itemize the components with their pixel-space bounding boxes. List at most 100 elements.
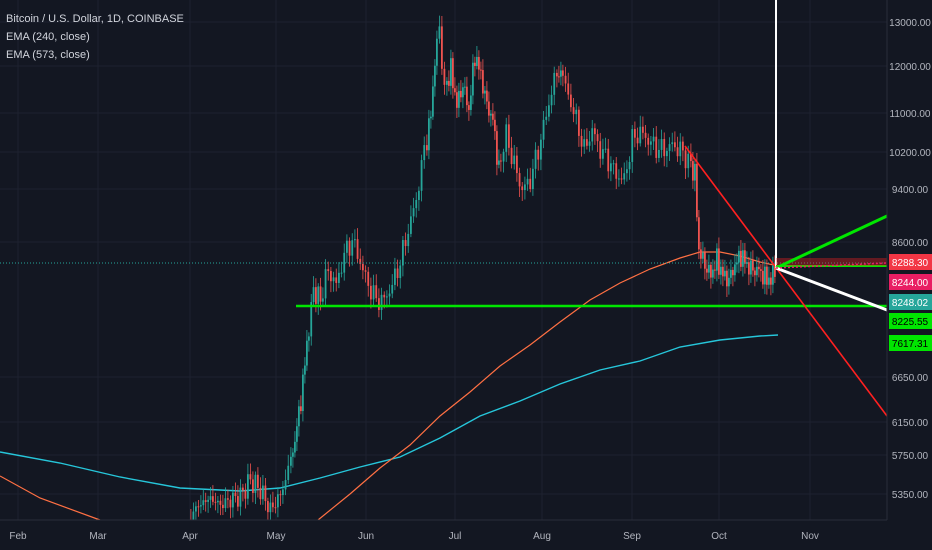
candle-body xyxy=(518,173,521,187)
candle-body xyxy=(432,86,434,117)
candle-body xyxy=(668,144,671,151)
candle-body xyxy=(666,150,668,157)
ema-layer xyxy=(0,251,779,521)
x-tick-label: Sep xyxy=(623,531,641,542)
candle-body xyxy=(494,119,496,132)
candle-body xyxy=(647,137,650,145)
price-label-bg xyxy=(889,313,932,329)
candle-body xyxy=(742,250,744,267)
price-label-bg xyxy=(889,274,932,290)
candle-body xyxy=(766,266,768,285)
candle-body xyxy=(244,490,247,499)
candle-body xyxy=(338,272,340,283)
candle-body xyxy=(359,258,362,264)
candle-body xyxy=(391,284,394,294)
candle-body xyxy=(267,501,269,513)
candle-body xyxy=(591,128,594,142)
candle-body xyxy=(484,90,486,94)
candle-body xyxy=(304,365,306,375)
candle-body xyxy=(420,160,423,191)
candle-body xyxy=(768,277,770,285)
candle-body xyxy=(508,124,510,148)
time-axis[interactable]: Feb Mar Apr May Jun Jul Aug Sep Oct Nov xyxy=(0,519,932,550)
candle-body xyxy=(315,287,317,304)
y-tick-label: 5350.00 xyxy=(892,490,929,501)
candle-body xyxy=(774,265,776,277)
candle-body xyxy=(754,270,756,276)
candle-body xyxy=(222,504,224,509)
candle-body xyxy=(720,266,722,275)
candle-body xyxy=(558,76,560,78)
candle-body xyxy=(262,485,264,500)
candle-body xyxy=(532,168,534,190)
ema-573-line xyxy=(0,334,779,492)
candle-body xyxy=(694,163,696,181)
candle-body xyxy=(572,107,575,115)
y-tick-label: 12000.00 xyxy=(889,62,931,73)
candle-body xyxy=(294,441,296,453)
candle-body xyxy=(623,173,626,180)
candle-body xyxy=(249,474,252,480)
symbol-title[interactable]: Bitcoin / U.S. Dollar, 1D, COINBASE xyxy=(6,13,184,25)
candle-body xyxy=(524,184,526,191)
candle-body xyxy=(302,374,304,412)
candle-body xyxy=(660,138,663,150)
candle-body xyxy=(434,65,436,87)
candle-body xyxy=(588,141,591,146)
candle-body xyxy=(426,145,428,151)
candle-body xyxy=(259,487,262,500)
ema-240-legend[interactable]: EMA (240, close) xyxy=(6,31,90,43)
candle-body xyxy=(362,263,364,271)
projection-up xyxy=(775,214,888,270)
y-tick-label: 11000.00 xyxy=(890,109,931,120)
y-tick-label: 9400.00 xyxy=(892,185,929,196)
candle-body xyxy=(257,474,259,488)
candle-body xyxy=(488,101,490,116)
candle-body xyxy=(658,149,660,158)
candle-body xyxy=(446,80,448,85)
candle-body xyxy=(407,233,410,247)
time-axis-bg xyxy=(0,520,932,550)
candle-body xyxy=(204,500,207,502)
candle-body xyxy=(327,269,330,272)
candle-body xyxy=(272,502,274,508)
x-tick-label: Aug xyxy=(533,531,551,542)
candle-body xyxy=(410,216,412,234)
candle-body xyxy=(296,426,298,442)
candle-body xyxy=(340,272,343,274)
chart-legend: Bitcoin / U.S. Dollar, 1D, COINBASE EMA … xyxy=(6,10,184,64)
candle-body xyxy=(472,62,474,96)
candle-body xyxy=(364,270,367,272)
candle-body xyxy=(636,137,639,144)
candle-body xyxy=(378,298,380,311)
ema-573-legend[interactable]: EMA (573, close) xyxy=(6,49,90,61)
price-label-text: 8225.55 xyxy=(892,317,929,328)
trend-line xyxy=(684,145,888,417)
candle-body xyxy=(690,153,692,162)
candle-body xyxy=(730,269,732,278)
x-tick-label: Nov xyxy=(801,531,819,542)
candle-body xyxy=(644,132,647,138)
candle-body xyxy=(732,269,734,276)
candle-body xyxy=(642,126,644,133)
candle-body xyxy=(607,148,610,172)
drawings[interactable] xyxy=(0,0,888,417)
y-tick-label: 5750.00 xyxy=(892,451,929,462)
candle-body xyxy=(348,240,351,256)
y-tick-label: 13000.00 xyxy=(889,18,931,29)
candle-body xyxy=(634,129,636,138)
candle-body xyxy=(500,160,502,162)
candle-body xyxy=(718,248,720,275)
candle-body xyxy=(534,149,537,169)
candle-body xyxy=(710,264,712,278)
candle-body xyxy=(764,266,766,285)
candle-body xyxy=(470,95,472,110)
candle-body xyxy=(476,56,478,66)
candle-body xyxy=(224,498,227,509)
candle-body xyxy=(192,511,195,522)
candle-body xyxy=(332,277,335,282)
candle-body xyxy=(596,134,599,142)
candle-body xyxy=(234,492,237,497)
candle-body xyxy=(375,285,378,299)
